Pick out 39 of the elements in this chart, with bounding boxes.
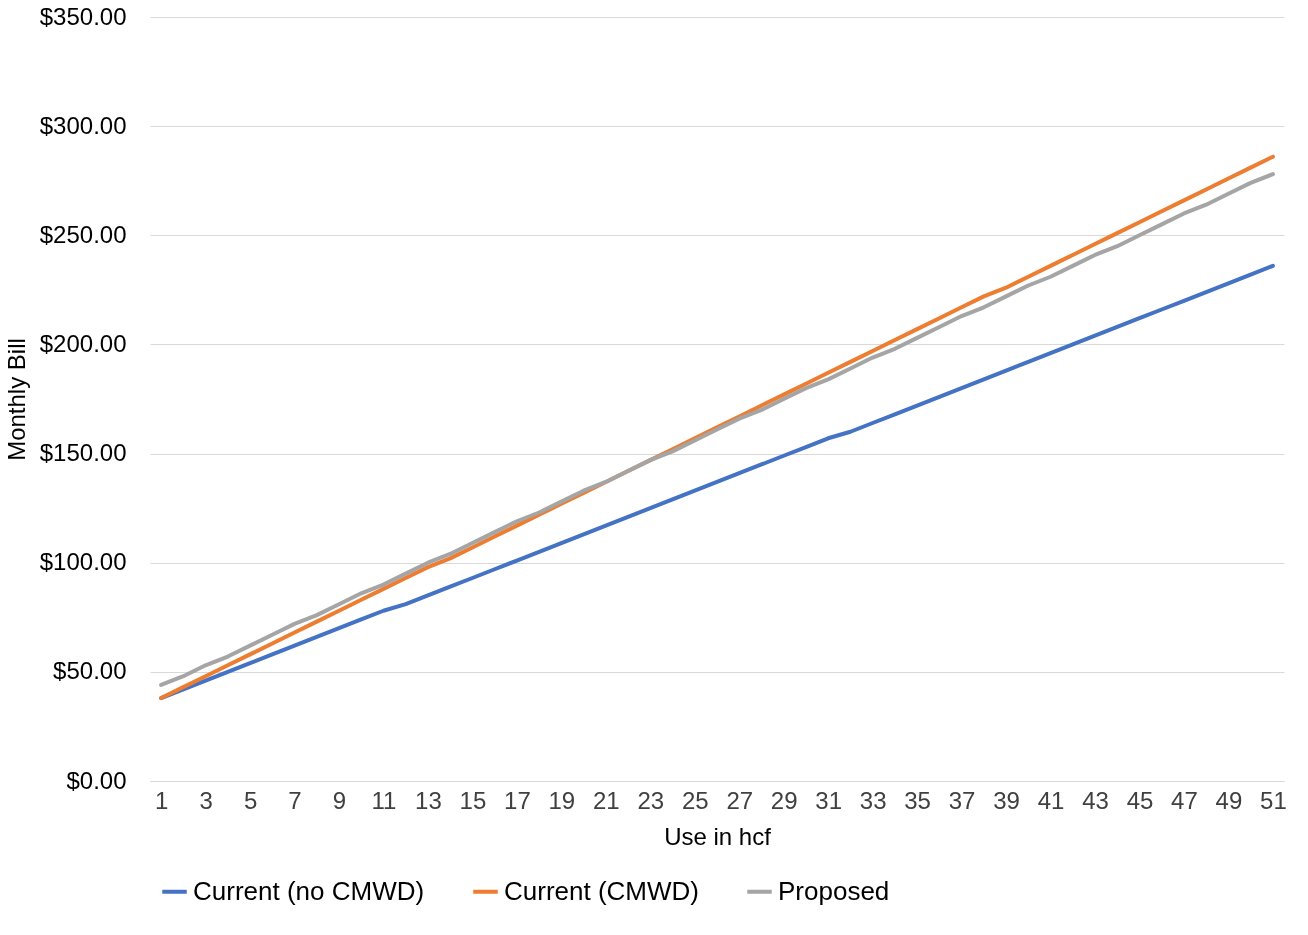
x-tick-label: 37 — [948, 786, 976, 814]
x-tick-label: 49 — [1215, 786, 1243, 814]
x-tick-label: 15 — [459, 786, 487, 814]
x-tick-label: 7 — [288, 786, 302, 814]
x-tick-label: 1 — [154, 786, 169, 814]
x-tick-label: 25 — [681, 786, 709, 814]
x-tick-label: 31 — [815, 786, 843, 814]
y-tick-label: $250.00 — [39, 220, 127, 248]
x-tick-label: 13 — [415, 786, 442, 814]
x-tick-label: 43 — [1082, 786, 1109, 814]
y-tick-label: $0.00 — [66, 766, 127, 794]
x-tick-label: 47 — [1171, 786, 1198, 814]
y-tick-label: $350.00 — [39, 2, 127, 30]
x-tick-label: 45 — [1126, 786, 1154, 814]
x-tick-label: 3 — [199, 786, 213, 814]
y-tick-label: $100.00 — [39, 548, 127, 576]
y-axis-title: Monthly Bill — [2, 338, 30, 461]
x-tick-label: 9 — [332, 786, 347, 814]
x-tick-label: 27 — [726, 786, 754, 814]
x-tick-label: 17 — [504, 786, 531, 814]
x-tick-label: 21 — [592, 786, 620, 814]
x-tick-label: 33 — [859, 786, 887, 814]
x-tick-label: 39 — [993, 786, 1020, 814]
x-tick-label: 23 — [637, 786, 665, 814]
x-tick-label: 11 — [371, 786, 397, 814]
y-tick-label: $50.00 — [53, 657, 127, 685]
x-tick-label: 19 — [548, 786, 576, 814]
x-tick-label: 51 — [1260, 786, 1287, 814]
legend-label: Current (no CMWD) — [193, 875, 425, 906]
x-tick-label: 41 — [1037, 786, 1065, 814]
x-tick-label: 35 — [904, 786, 931, 814]
x-axis-title: Use in hcf — [664, 822, 772, 850]
y-tick-label: $200.00 — [39, 329, 127, 357]
y-tick-label: $150.00 — [39, 439, 127, 467]
legend-label: Proposed — [778, 875, 890, 906]
legend-label: Current (CMWD) — [504, 875, 699, 906]
x-tick-label: 29 — [770, 786, 798, 814]
x-tick-label: 5 — [243, 786, 258, 814]
y-tick-label: $300.00 — [39, 111, 127, 139]
